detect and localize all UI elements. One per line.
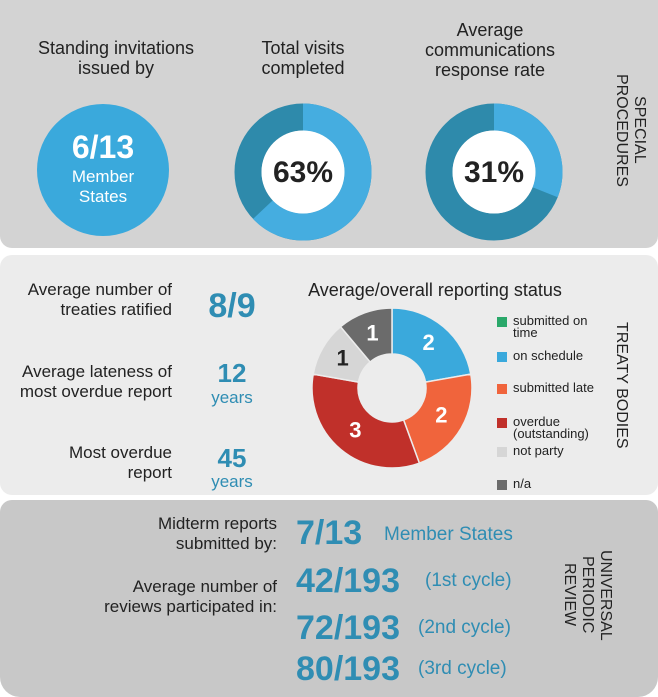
midterm-value: 7/13 [296, 514, 363, 552]
legend-swatch [497, 480, 507, 490]
chart-title: Total visits completed [261, 38, 345, 78]
legend-label: not party [513, 443, 564, 458]
section-label: TREATY BODIES [613, 321, 630, 449]
stat-label: Average number of treaties ratified [27, 280, 172, 319]
donut-arc [253, 103, 372, 241]
slice-label: 2 [435, 402, 447, 427]
review-cycle: (1st cycle) [425, 570, 512, 591]
review-value: 80/193 [296, 650, 400, 688]
donut-label: 31% [464, 156, 524, 189]
stat-label: Most overdue report [69, 443, 172, 482]
legend-label: on schedule [513, 348, 584, 363]
legend-label: submitted on time [513, 313, 588, 340]
legend-label: n/a [513, 476, 532, 491]
legend-swatch [497, 418, 507, 428]
section-label: SPECIAL PROCEDURES [613, 73, 648, 187]
legend-swatch [497, 317, 507, 327]
review-value: 72/193 [296, 609, 400, 647]
review-cycle: (2nd cycle) [418, 617, 511, 638]
stat-value: 45 [217, 443, 247, 473]
slice-label: 3 [349, 417, 361, 442]
slice-label: 1 [366, 320, 378, 345]
stat-value: 8/9 [208, 287, 256, 325]
stat-unit: years [211, 472, 253, 491]
midterm-label: Midterm reports submitted by: [157, 514, 277, 553]
value: 6/13 [71, 129, 135, 165]
legend-swatch [497, 352, 507, 362]
review-value: 42/193 [296, 562, 400, 600]
legend-swatch [497, 384, 507, 394]
pie-slice [402, 373, 473, 465]
reviews-label: Average number of reviews participated i… [104, 577, 277, 616]
donut-arc [494, 103, 563, 198]
unit: Member States [71, 167, 135, 206]
slice-label: 1 [337, 345, 349, 370]
pie-slice [339, 307, 393, 364]
upr-panel [0, 500, 658, 697]
pie-slice [311, 373, 421, 469]
stat-unit: years [211, 388, 253, 407]
pie-slice [391, 307, 472, 383]
midterm-unit: Member States [384, 524, 513, 545]
donut-hole [261, 130, 345, 214]
stat-label: Average lateness of most overdue report [19, 362, 172, 401]
review-cycle: (3rd cycle) [418, 658, 507, 679]
chart-title: Average/overall reporting status [308, 280, 562, 300]
donut-label: 63% [273, 156, 333, 189]
stat-value: 12 [217, 358, 247, 388]
invitation-circle [37, 104, 169, 236]
slice-label: 2 [423, 330, 435, 355]
chart-title: Average communications response rate [424, 20, 556, 80]
donut-hole [452, 130, 536, 214]
legend-swatch [497, 447, 507, 457]
section-label: UNIVERSAL PERIODIC REVIEW [561, 549, 614, 641]
caption: Standing invitations issued by [37, 38, 195, 78]
legend-label: overdue (outstanding) [513, 414, 589, 441]
legend-label: submitted late [513, 380, 594, 395]
